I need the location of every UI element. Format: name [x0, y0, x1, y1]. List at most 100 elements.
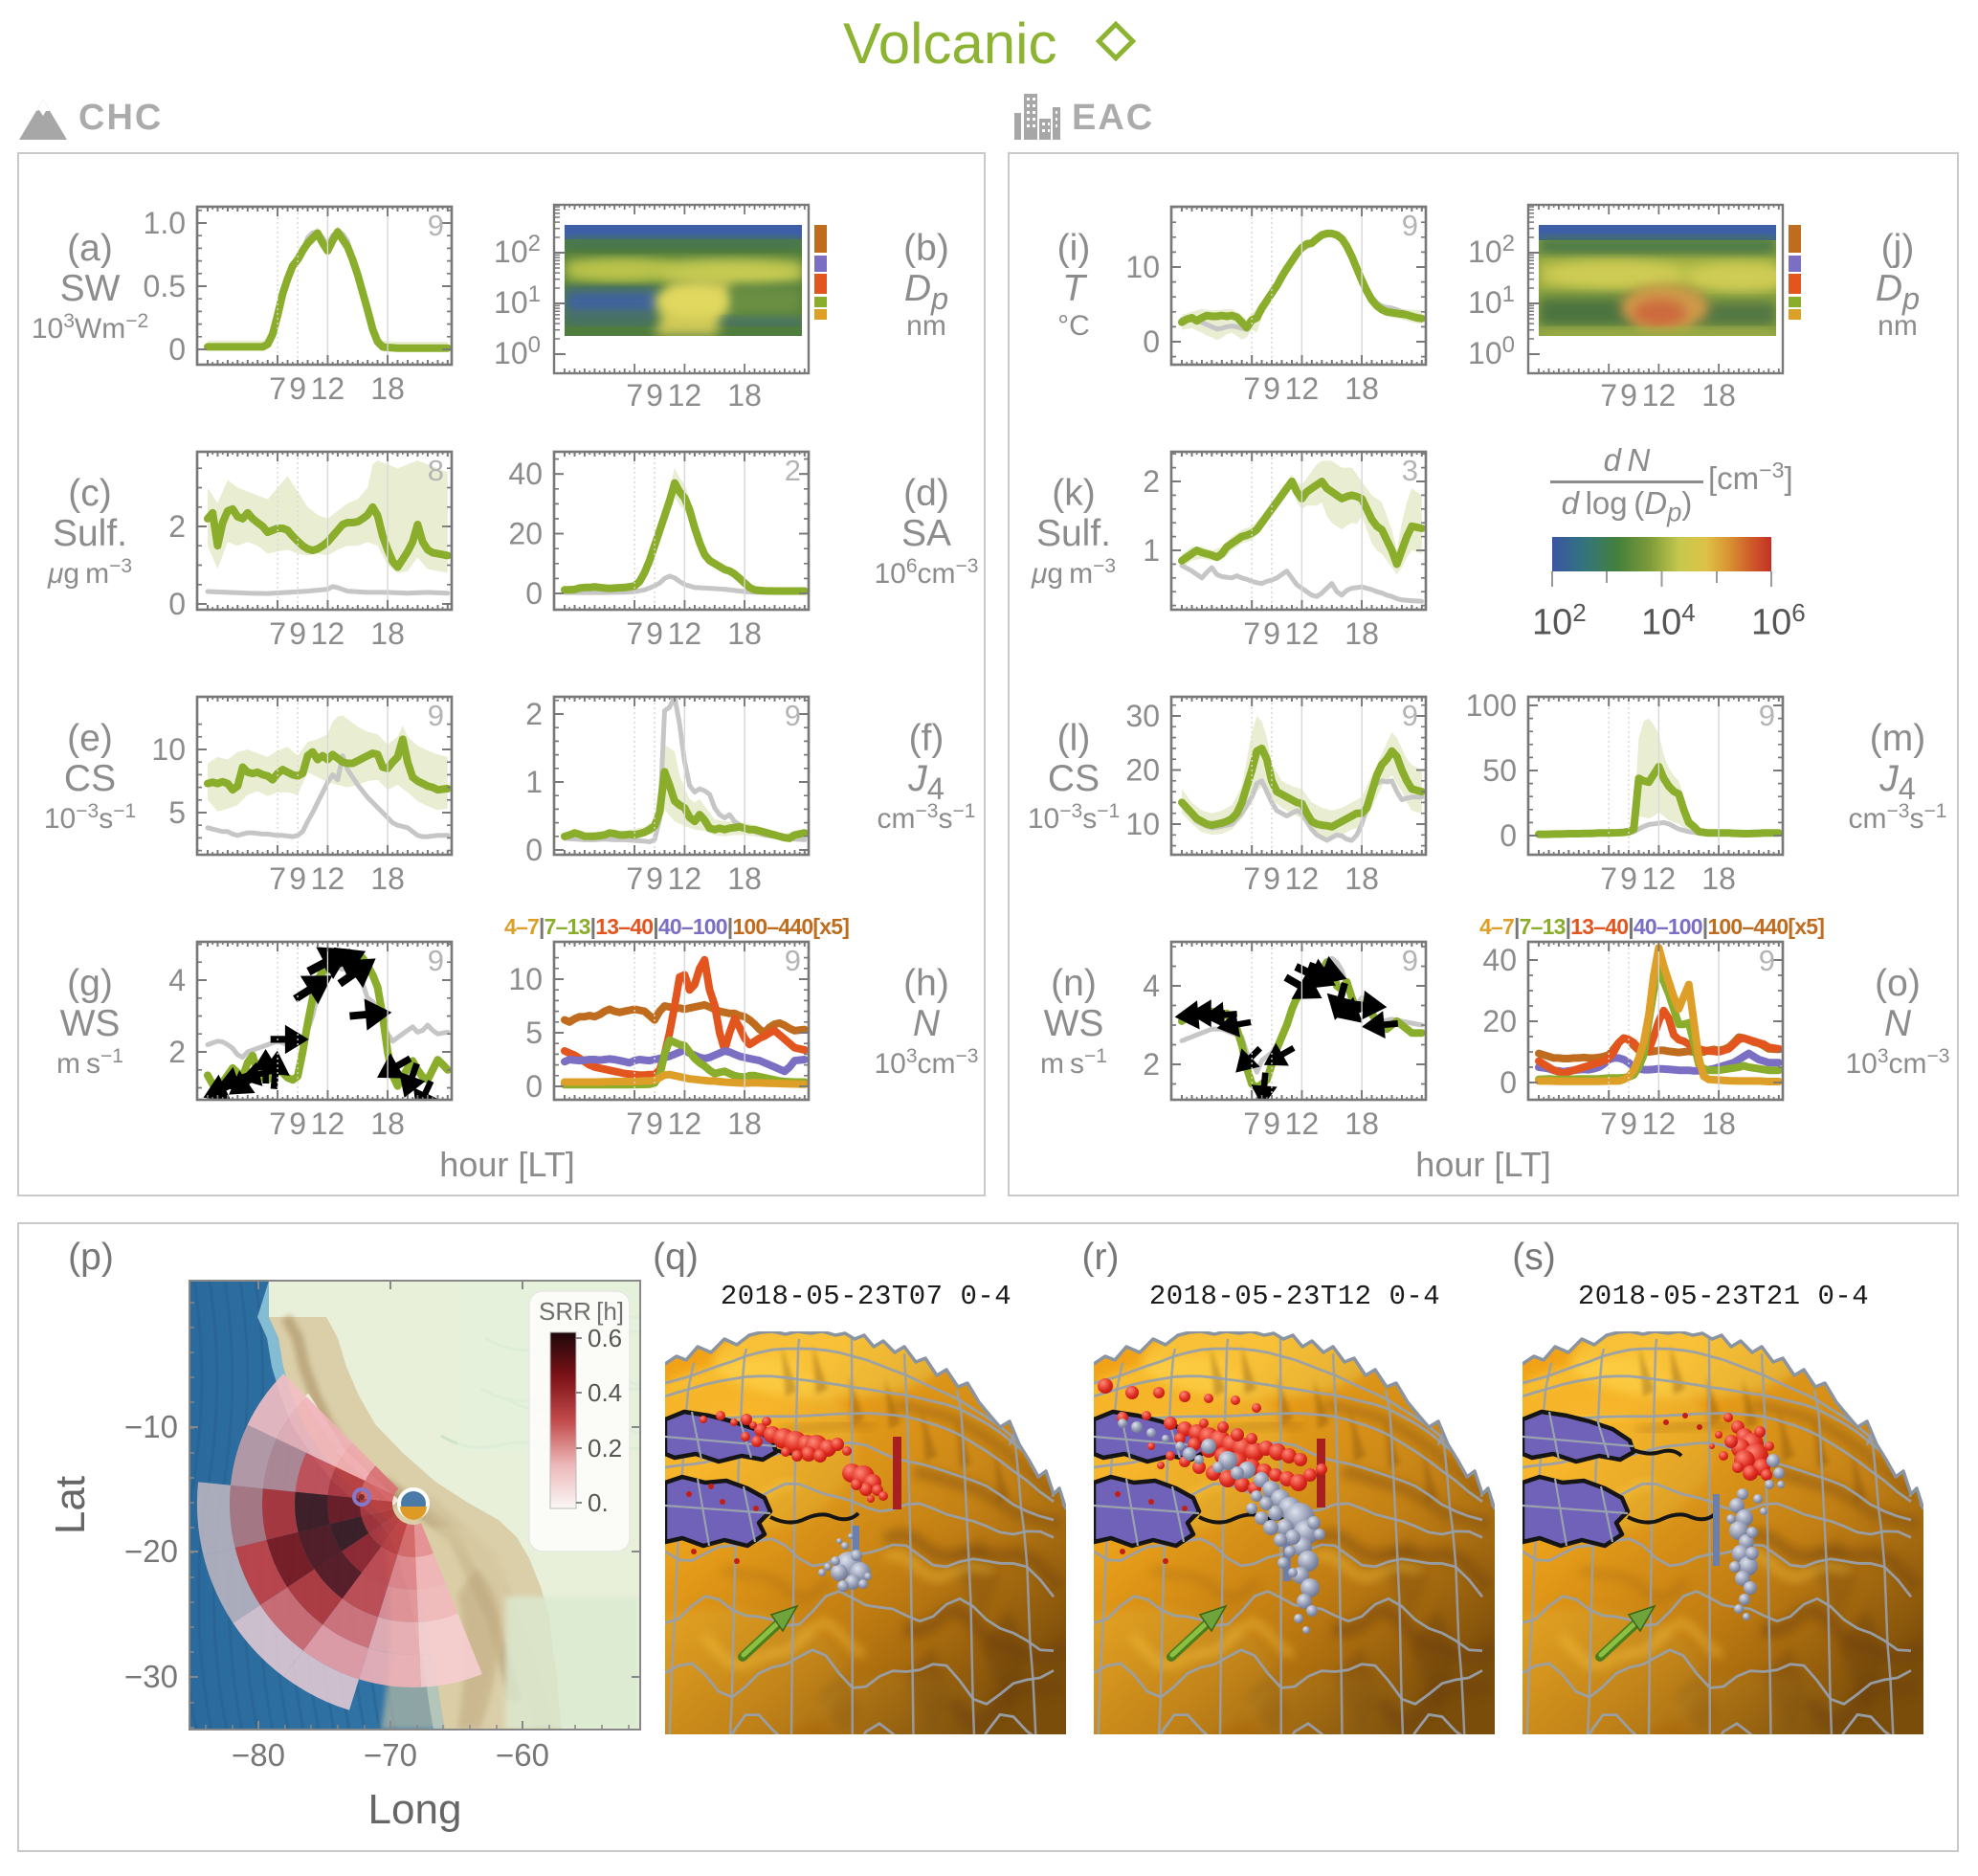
svg-text:9: 9	[646, 1106, 663, 1141]
svg-text:0: 0	[1500, 818, 1517, 853]
svg-text:9: 9	[289, 371, 306, 406]
svg-text:12: 12	[1285, 371, 1320, 406]
svg-text:9: 9	[1402, 699, 1418, 732]
svg-text:9: 9	[428, 944, 444, 977]
svg-text:7: 7	[269, 371, 286, 406]
svg-text:9: 9	[646, 378, 663, 413]
svg-text:−70: −70	[364, 1737, 417, 1773]
svg-text:7: 7	[1243, 616, 1260, 651]
svg-text:1.0: 1.0	[144, 206, 186, 240]
svg-text:40: 40	[1482, 943, 1517, 977]
svg-text:18: 18	[727, 616, 762, 651]
svg-text:−80: −80	[232, 1737, 285, 1773]
svg-text:9: 9	[1263, 861, 1280, 896]
svg-text:100: 100	[1466, 688, 1517, 723]
svg-text:7: 7	[1600, 378, 1617, 413]
svg-text:9: 9	[428, 209, 444, 242]
svg-text:2: 2	[1143, 464, 1160, 499]
svg-text:9: 9	[289, 1106, 306, 1141]
svg-text:9: 9	[1263, 1106, 1280, 1141]
svg-text:7: 7	[1243, 861, 1260, 896]
svg-text:0.4: 0.4	[588, 1378, 622, 1407]
svg-text:102: 102	[1468, 231, 1515, 269]
svg-text:2: 2	[785, 454, 801, 487]
svg-text:12: 12	[668, 1106, 702, 1141]
svg-text:−60: −60	[496, 1737, 549, 1773]
svg-text:9: 9	[646, 861, 663, 896]
svg-text:7: 7	[626, 378, 643, 413]
svg-text:7: 7	[1243, 371, 1260, 406]
svg-text:18: 18	[370, 371, 405, 406]
svg-text:4: 4	[168, 963, 186, 997]
svg-text:7: 7	[626, 1106, 643, 1141]
svg-text:9: 9	[1759, 699, 1775, 732]
svg-text:−20: −20	[124, 1533, 178, 1569]
svg-text:18: 18	[1345, 861, 1379, 896]
svg-text:20: 20	[508, 517, 543, 551]
svg-text:Long: Long	[368, 1786, 462, 1833]
svg-text:30: 30	[1125, 699, 1160, 733]
svg-text:18: 18	[370, 616, 405, 651]
svg-text:3: 3	[1402, 454, 1418, 487]
svg-text:100: 100	[1468, 332, 1515, 370]
svg-text:12: 12	[1285, 616, 1320, 651]
svg-text:18: 18	[1345, 616, 1379, 651]
svg-text:Lat: Lat	[47, 1476, 94, 1534]
svg-text:9: 9	[1620, 378, 1637, 413]
svg-text:0.2: 0.2	[588, 1434, 622, 1463]
svg-text:9: 9	[1402, 944, 1418, 977]
svg-text:7: 7	[269, 861, 286, 896]
svg-text:7: 7	[269, 1106, 286, 1141]
svg-text:1: 1	[1143, 533, 1160, 568]
svg-text:18: 18	[727, 1106, 762, 1141]
svg-text:9: 9	[785, 699, 801, 732]
svg-text:−30: −30	[124, 1659, 178, 1694]
svg-text:20: 20	[1482, 1004, 1517, 1038]
svg-text:2: 2	[1143, 1047, 1160, 1082]
svg-text:12: 12	[1642, 378, 1677, 413]
svg-text:10: 10	[1125, 250, 1160, 284]
svg-text:18: 18	[1345, 1106, 1379, 1141]
svg-text:0.: 0.	[588, 1488, 609, 1517]
svg-text:50: 50	[1482, 753, 1517, 788]
svg-text:101: 101	[1468, 281, 1515, 320]
svg-text:9: 9	[1620, 1106, 1637, 1141]
svg-text:18: 18	[1701, 1106, 1736, 1141]
svg-text:9: 9	[785, 944, 801, 977]
svg-text:18: 18	[370, 861, 405, 896]
svg-text:9: 9	[646, 616, 663, 651]
svg-text:9: 9	[289, 861, 306, 896]
svg-text:18: 18	[370, 1106, 405, 1141]
svg-text:10: 10	[151, 732, 186, 767]
svg-text:12: 12	[1285, 1106, 1320, 1141]
svg-text:12: 12	[311, 616, 345, 651]
svg-text:1: 1	[525, 765, 543, 799]
svg-text:7: 7	[1600, 1106, 1617, 1141]
svg-text:12: 12	[1642, 1106, 1677, 1141]
svg-text:SRR [h]: SRR [h]	[539, 1297, 624, 1326]
svg-text:−10: −10	[124, 1409, 178, 1444]
svg-text:4: 4	[1143, 969, 1160, 1003]
svg-text:0: 0	[1500, 1065, 1517, 1100]
svg-text:12: 12	[1285, 861, 1320, 896]
svg-text:9: 9	[428, 699, 444, 732]
svg-text:12: 12	[311, 1106, 345, 1141]
svg-text:10: 10	[1125, 807, 1160, 841]
svg-text:7: 7	[1600, 861, 1617, 896]
svg-text:0: 0	[525, 1069, 543, 1104]
svg-text:2: 2	[525, 697, 543, 731]
svg-text:7: 7	[269, 616, 286, 651]
svg-text:9: 9	[1759, 944, 1775, 977]
svg-text:9: 9	[1620, 861, 1637, 896]
svg-text:2: 2	[168, 509, 186, 544]
svg-text:0.6: 0.6	[588, 1324, 622, 1352]
svg-text:2: 2	[168, 1035, 186, 1069]
svg-text:8: 8	[428, 454, 444, 487]
svg-text:0: 0	[168, 587, 186, 621]
svg-text:18: 18	[727, 378, 762, 413]
svg-text:20: 20	[1125, 753, 1160, 788]
svg-text:5: 5	[168, 795, 186, 830]
svg-text:9: 9	[1263, 616, 1280, 651]
svg-text:9: 9	[289, 616, 306, 651]
svg-text:0: 0	[525, 576, 543, 611]
